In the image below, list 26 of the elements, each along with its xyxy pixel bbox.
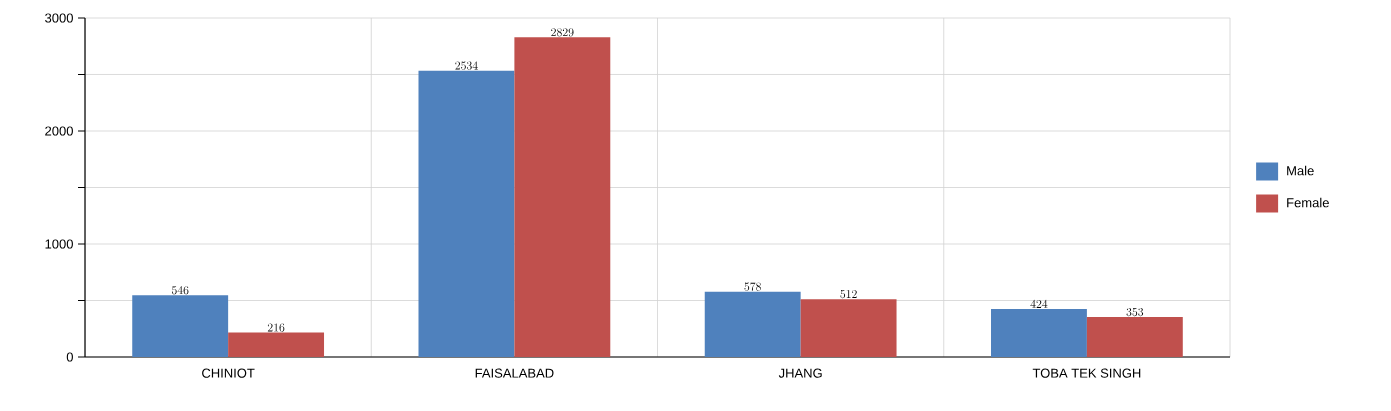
bar xyxy=(228,332,325,357)
bar xyxy=(418,70,515,357)
data-label: 353 xyxy=(1126,307,1144,317)
y-tick-label: 1000 xyxy=(45,239,73,249)
x-tick-label: TOBA TEK SINGH xyxy=(1032,368,1141,378)
x-tick-label: FAISALABAD xyxy=(475,368,554,378)
data-label: 512 xyxy=(840,289,857,299)
bar xyxy=(132,295,229,357)
data-label: 216 xyxy=(267,323,285,332)
legend-label: Male xyxy=(1287,165,1314,176)
bar xyxy=(704,291,801,357)
y-tick-label: 3000 xyxy=(45,13,73,23)
data-label: 2534 xyxy=(455,61,478,70)
x-tick-label: JHANG xyxy=(778,368,822,378)
data-label: 546 xyxy=(171,286,189,295)
data-label: 2829 xyxy=(551,28,574,37)
y-tick-label: 2000 xyxy=(45,126,73,136)
y-tick-label: 0 xyxy=(66,352,73,362)
data-label: 424 xyxy=(1030,299,1048,308)
data-label: 578 xyxy=(744,282,761,291)
x-tick-label: CHINIOT xyxy=(202,368,255,378)
bar xyxy=(514,37,611,357)
bar xyxy=(800,299,897,357)
bar xyxy=(991,309,1087,357)
legend-label: Female xyxy=(1287,197,1329,208)
bar xyxy=(1086,317,1183,357)
